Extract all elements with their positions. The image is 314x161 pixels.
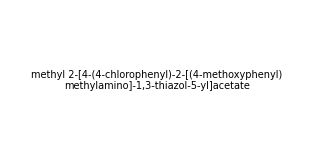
Text: methyl 2-[4-(4-chlorophenyl)-2-[(4-methoxyphenyl)
methylamino]-1,3-thiazol-5-yl]: methyl 2-[4-(4-chlorophenyl)-2-[(4-metho… xyxy=(31,70,283,91)
